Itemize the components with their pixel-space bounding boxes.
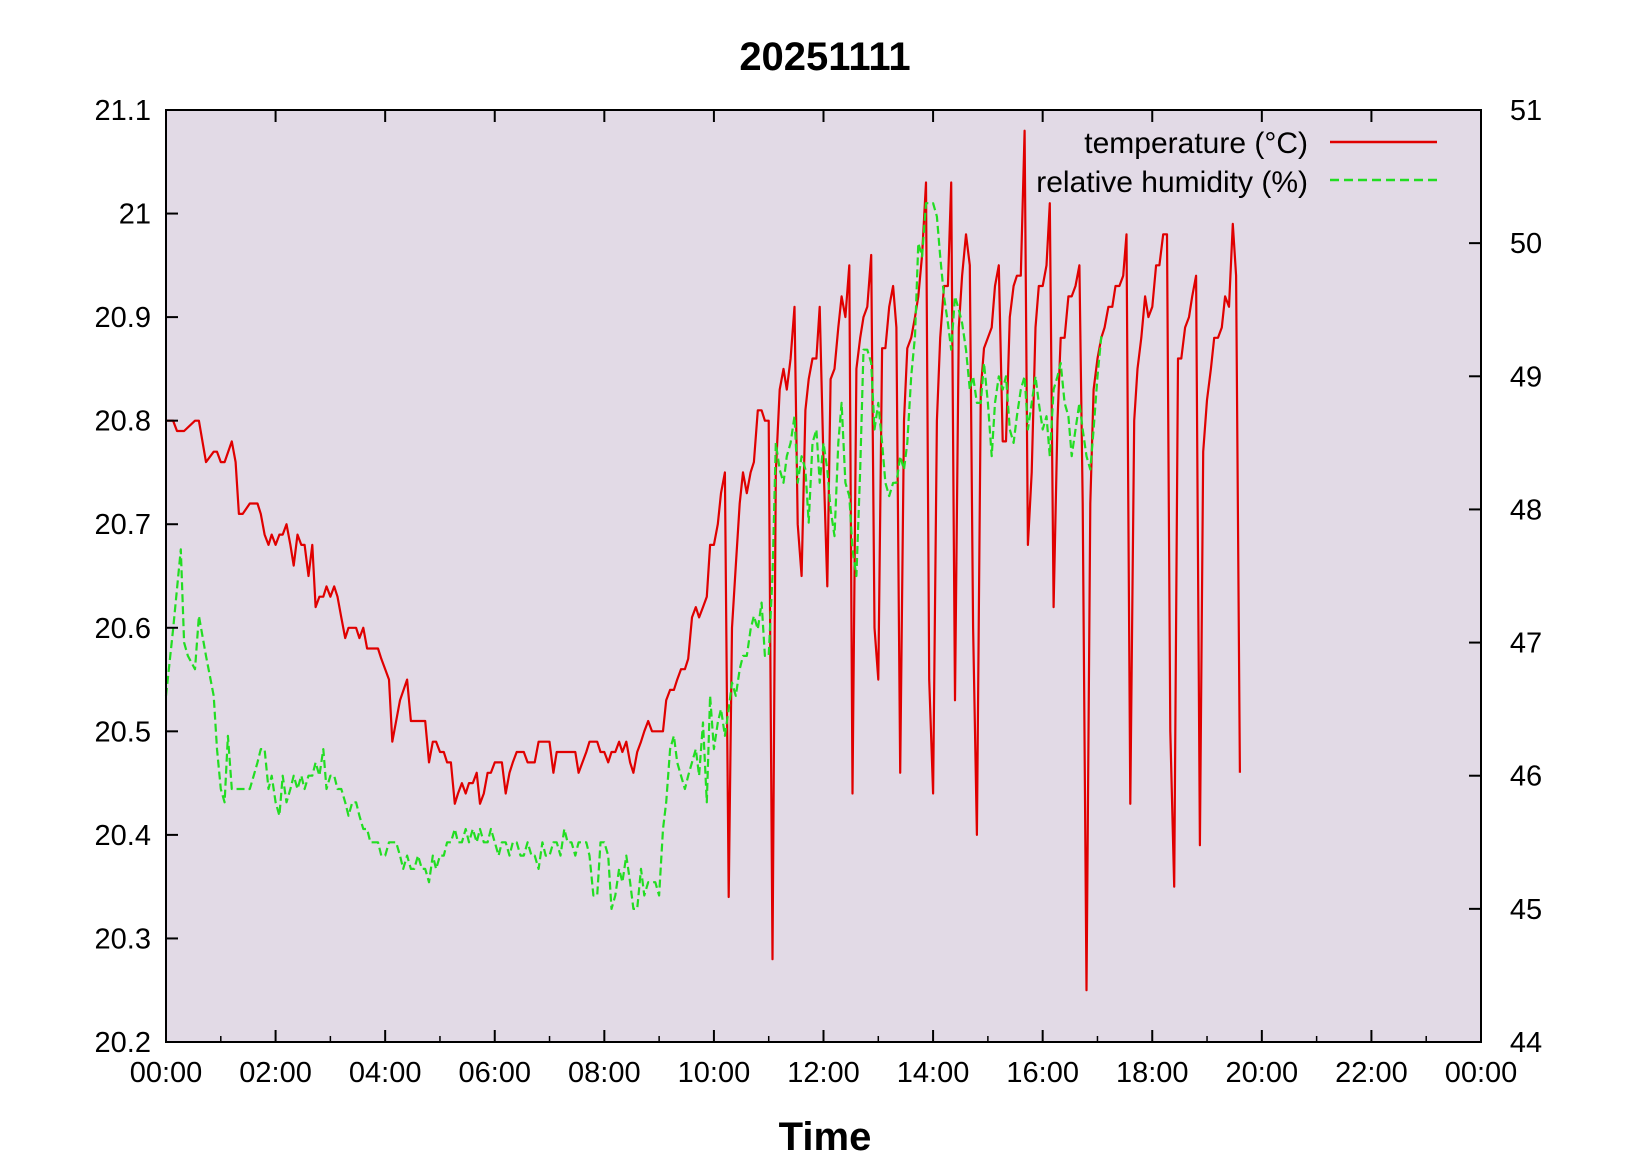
- y2-tick-label: 44: [1510, 1027, 1542, 1059]
- x-tick-label: 06:00: [458, 1057, 531, 1089]
- y-tick-label: 20.2: [95, 1027, 151, 1059]
- y2-tick-label: 47: [1510, 628, 1542, 660]
- x-tick-label: 20:00: [1226, 1057, 1299, 1089]
- y-tick-label: 20.7: [95, 509, 151, 541]
- x-tick-label: 08:00: [568, 1057, 641, 1089]
- y2-tick-label: 45: [1510, 894, 1542, 926]
- x-tick-label: 02:00: [239, 1057, 312, 1089]
- x-tick-label: 12:00: [787, 1057, 860, 1089]
- legend-label-temperature: temperature (°C): [1084, 127, 1308, 160]
- x-tick-label: 14:00: [897, 1057, 970, 1089]
- series-layer: [164, 129, 1241, 992]
- y2-tick-label: 50: [1510, 228, 1542, 260]
- x-axis-label: Time: [779, 1115, 872, 1155]
- x-tick-label: 00:00: [1445, 1057, 1518, 1089]
- y-tick-label: 20.8: [95, 406, 151, 438]
- y-tick-label: 20.5: [95, 716, 151, 748]
- legend: temperature (°C) relative humidity (%): [1036, 127, 1437, 199]
- x-tick-label: 18:00: [1116, 1057, 1189, 1089]
- y-tick-label: 20.9: [95, 302, 151, 334]
- chart-title: 20251111: [739, 35, 910, 79]
- y2-tick-label: 48: [1510, 494, 1542, 526]
- ticks-layer: 00:00 02:00 04:00 06:00 08:00 10:00 12:00 14:00…: [95, 95, 1543, 1089]
- legend-label-humidity: relative humidity (%): [1036, 166, 1308, 199]
- y-tick-label: 20.3: [95, 923, 151, 955]
- plot-area: [166, 110, 1481, 1042]
- series-line-temperature: [166, 129, 1241, 992]
- x-tick-label: 00:00: [130, 1057, 203, 1089]
- y-tick-label: 21: [119, 199, 151, 231]
- series-line-humidity: [164, 202, 1103, 910]
- y2-tick-label: 49: [1510, 361, 1542, 393]
- x-tick-label: 10:00: [678, 1057, 751, 1089]
- x-tick-label: 04:00: [349, 1057, 422, 1089]
- y-tick-label: 20.4: [95, 820, 151, 852]
- y2-tick-label: 46: [1510, 761, 1542, 793]
- y-tick-label: 20.6: [95, 613, 151, 645]
- x-tick-label: 16:00: [1006, 1057, 1079, 1089]
- y-tick-label: 21.1: [95, 95, 151, 127]
- x-tick-label: 22:00: [1335, 1057, 1408, 1089]
- y2-tick-label: 51: [1510, 95, 1542, 127]
